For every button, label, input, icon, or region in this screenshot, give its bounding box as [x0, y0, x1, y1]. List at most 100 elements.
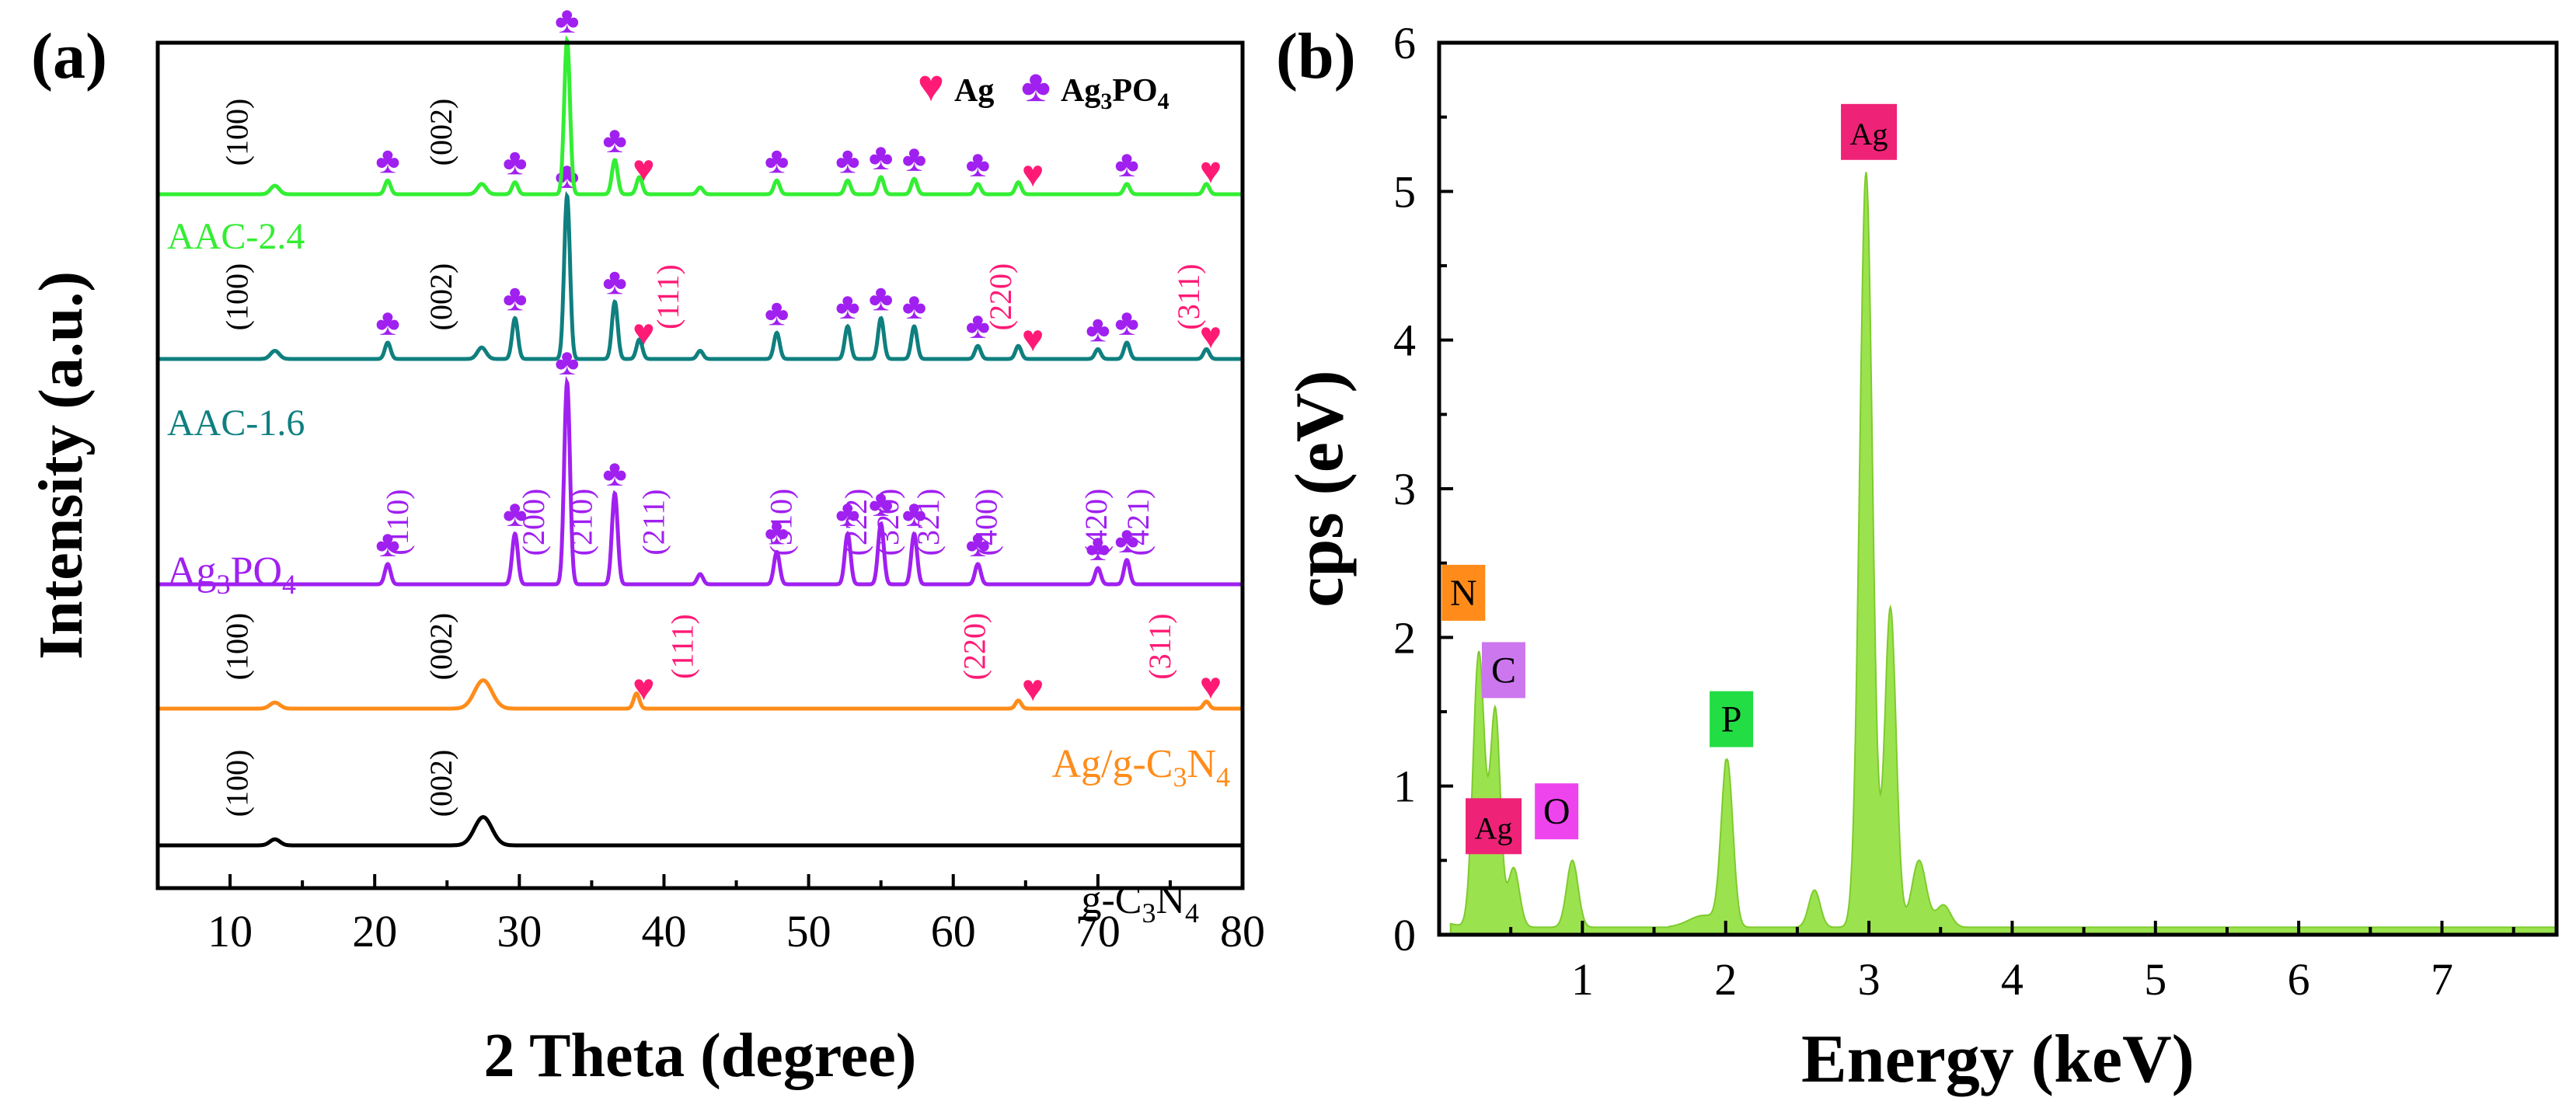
element-label-p: P	[1710, 692, 1753, 747]
series-ag-g-c3n4: ♥ ♥ ♥ (100) (002) (111) (220) (311)	[158, 613, 1242, 709]
x-tick-label: 3	[1858, 954, 1881, 1005]
peak-index-label: (110)	[380, 489, 415, 555]
x-tick-label: 4	[2001, 954, 2024, 1005]
legend-ag-symbol: ♥	[918, 61, 944, 111]
peak-index-label: (100)	[219, 263, 254, 331]
element-label-text: C	[1491, 650, 1516, 691]
xrd-line-ag-g-c3n4	[158, 681, 1242, 709]
x-tick-label: 30	[497, 906, 542, 956]
peak-index-label: (222)	[838, 489, 873, 556]
series-label-aac-1-6: AAC-1.6	[167, 402, 305, 444]
peak-index-label: (320)	[870, 489, 905, 556]
panel-b-frame	[1439, 43, 2557, 935]
ag3po4-marker: ♣	[902, 138, 927, 179]
x-tick-label: 20	[352, 906, 397, 956]
ag3po4-marker: ♣	[765, 140, 790, 181]
peak-index-label: (200)	[516, 489, 551, 556]
peak-index-label: (220)	[983, 263, 1018, 331]
ag-marker: ♥	[1200, 151, 1222, 192]
series-label-g-c3n4: g-C3N4	[1081, 878, 1199, 929]
ag-marker: ♥	[633, 148, 655, 190]
panel-b-x-axis-label: Energy (keV)	[1801, 1022, 2194, 1097]
element-label-o: O	[1535, 783, 1578, 839]
series-ag3po4: ♣♣♣♣♣ ♣ ♣ ♣♣ ♣ ♣(110) (200) (210) (211) (310) (222…	[158, 342, 1242, 584]
legend-ag3po4-label: Ag3PO4	[1061, 73, 1169, 114]
ag-marker: ♥	[1022, 154, 1044, 195]
ag3po4-marker: ♣	[602, 120, 627, 161]
peak-index-label: (400)	[969, 489, 1004, 556]
x-tick-label: 10	[207, 906, 253, 956]
peak-index-label: (220)	[957, 613, 992, 681]
ag-marker: ♥	[633, 667, 655, 709]
series-label-aac-2-4: AAC-2.4	[167, 216, 305, 257]
peak-index-label: (310)	[763, 489, 798, 556]
xrd-line-aac-2-4	[158, 40, 1242, 194]
xrd-line-g-c3n4	[158, 817, 1242, 845]
figure: (a) (100) (002) ♥ ♥ ♥ (100) (002) (111) (220) (31…	[0, 0, 2576, 1108]
ag3po4-marker: ♣	[869, 137, 894, 178]
ag3po4-marker: ♣	[555, 0, 580, 41]
element-label-text: Ag	[1850, 117, 1888, 152]
ag3po4-marker: ♣	[869, 278, 894, 319]
ag3po4-marker: ♣	[966, 144, 991, 185]
ag3po4-marker: ♣	[1114, 144, 1139, 185]
x-tick-label: 60	[931, 906, 976, 956]
element-label-n: N	[1441, 565, 1485, 621]
legend-ag-label: Ag	[954, 73, 994, 109]
peak-index-label: (100)	[219, 99, 254, 166]
ag-marker: ♥	[1022, 668, 1044, 709]
peak-index-label: (002)	[424, 750, 458, 817]
y-tick-label: 4	[1393, 315, 1416, 366]
ag3po4-marker: ♣	[902, 286, 927, 327]
y-tick-label: 2	[1393, 612, 1416, 663]
element-label-ag: Ag	[1466, 798, 1522, 854]
peak-index-label: (311)	[1171, 263, 1206, 329]
panel-a-label: (a)	[31, 20, 107, 92]
peak-index-label: (100)	[219, 613, 254, 681]
panel-a-y-axis-label: Intensity (a.u.)	[27, 271, 96, 660]
x-tick-label: 6	[2288, 954, 2310, 1005]
panel-b-ticks: 1 2 3 4 5 6 7 0 1 2 3 4 5 6	[1393, 18, 2514, 1005]
peak-index-label: (211)	[636, 489, 671, 555]
element-label-text: O	[1543, 791, 1570, 832]
peak-index-label: (111)	[665, 614, 700, 679]
eds-spectrum-area	[1451, 172, 2557, 935]
panel-a-legend: ♥ Ag ♣ Ag3PO4	[918, 61, 1169, 114]
x-tick-label: 2	[1714, 954, 1737, 1005]
element-labels: Ag NC P Ag O	[1441, 104, 1897, 855]
ag3po4-marker: ♣	[602, 453, 627, 494]
ag3po4-marker: ♣	[765, 292, 790, 333]
ag3po4-marker: ♣	[375, 140, 400, 181]
x-tick-label: 5	[2144, 954, 2166, 1005]
ag3po4-marker: ♣	[503, 278, 528, 319]
series-label-ag-g-c3n4: Ag/g-C3N4	[1051, 742, 1230, 793]
x-tick-label: 7	[2431, 954, 2453, 1005]
element-label-text: P	[1721, 699, 1742, 740]
panel-b: (b) 1 2 3 4 5 6 7 0 1 2 3 4 5 6 Ag NC P Ag O Energy (keV)…	[1276, 18, 2557, 1097]
element-label-c: C	[1482, 642, 1525, 698]
element-label-text: Ag	[1475, 810, 1513, 845]
ag3po4-marker: ♣	[835, 140, 860, 181]
x-tick-label: 40	[641, 906, 686, 956]
xrd-series-group: (100) (002)♥ ♥ ♥(100) (002) (111) (220) (311)♣♣…	[158, 0, 1242, 845]
ag3po4-marker: ♣	[602, 262, 627, 303]
peak-index-label: (210)	[563, 489, 598, 556]
x-tick-label: 1	[1571, 954, 1594, 1005]
peak-index-label: (311)	[1142, 613, 1177, 679]
element-label-text: N	[1450, 573, 1477, 614]
peak-index-label: (111)	[650, 264, 685, 329]
peak-index-label: (002)	[424, 613, 458, 681]
y-tick-label: 5	[1393, 166, 1416, 217]
peak-index-label: (100)	[219, 750, 254, 817]
peak-index-label: (420)	[1079, 489, 1114, 556]
ag3po4-marker: ♣	[503, 142, 528, 183]
peak-index-label: (002)	[424, 99, 458, 166]
panel-b-y-axis-label: cps (eV)	[1282, 370, 1358, 607]
legend-ag3po4-symbol: ♣	[1021, 61, 1051, 111]
peak-index-label: (421)	[1121, 489, 1156, 556]
eds-spectrum	[1451, 172, 2557, 935]
y-tick-label: 3	[1393, 464, 1416, 514]
y-tick-label: 6	[1393, 18, 1416, 68]
xrd-line-aac-1-6	[158, 196, 1242, 359]
ag3po4-marker: ♣	[1086, 308, 1110, 350]
